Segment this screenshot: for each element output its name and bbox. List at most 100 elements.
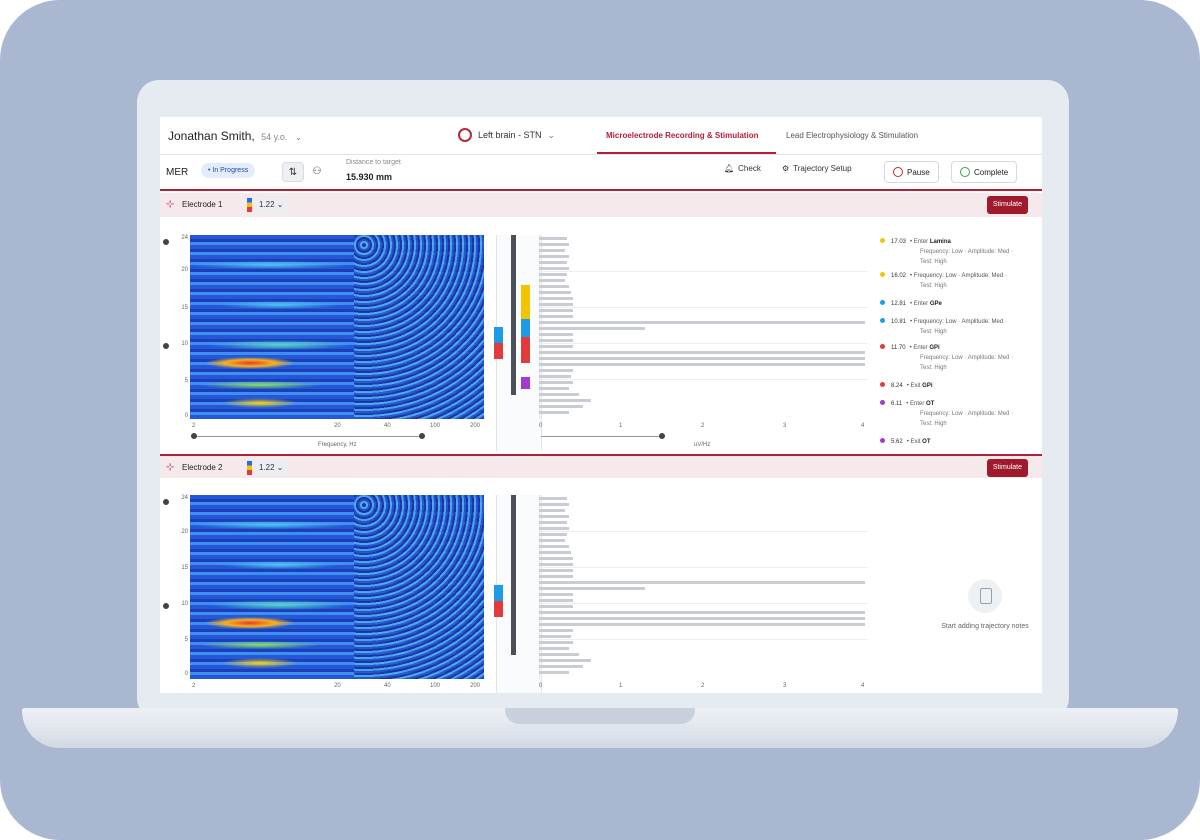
chevron-down-icon: ⌄ xyxy=(294,132,303,142)
depth-axis: 24 20 15 10 5 0 xyxy=(170,235,188,419)
histogram-bar xyxy=(539,653,579,656)
histogram-bar xyxy=(539,285,569,288)
electrode-1-panel: 24 20 15 10 5 0 2 20 40 100 200 Frequenc… xyxy=(160,217,1042,453)
histogram-bar xyxy=(539,605,573,608)
freq-tick: 100 xyxy=(430,683,441,689)
top-bar: Jonathan Smith, 54 y.o. ⌄ Left brain - S… xyxy=(160,117,1042,155)
gain-selector[interactable]: 1.22 ⌄ xyxy=(255,460,288,475)
histogram-bar xyxy=(539,237,567,240)
histogram-bar xyxy=(539,399,591,402)
empty-notes-state[interactable]: Start adding trajectory notes xyxy=(930,579,1040,632)
check-button[interactable]: 🔔︎ Check xyxy=(724,164,761,173)
note-item[interactable]: 6.11 • Enter OT Frequency: Low · Amplitud… xyxy=(880,399,1040,429)
note-target: GPi xyxy=(929,345,940,351)
depth-slider-bottom[interactable] xyxy=(163,343,169,349)
note-item[interactable]: 11.70 • Enter GPi Frequency: Low · Amplit… xyxy=(880,343,1040,373)
histogram-bar xyxy=(539,339,573,342)
histogram-bar xyxy=(539,297,573,300)
note-detail: Frequency: Low · Amplitude: Med · xyxy=(920,411,1014,417)
histogram-bar xyxy=(539,521,567,524)
note-item[interactable]: 12.81 • Enter GPe xyxy=(880,299,1040,309)
complete-button[interactable]: Complete xyxy=(951,161,1018,183)
stimulate-button-2[interactable]: Stimulate xyxy=(986,459,1028,477)
recording-toolbar: MER • In Progress ⇅ ⚇ Distance to target… xyxy=(160,155,1042,191)
note-detail: Frequency: Low · Amplitude: Med · xyxy=(920,249,1014,255)
note-text: Enter xyxy=(913,239,929,245)
target-label: Left brain - STN xyxy=(478,130,542,140)
tab-lead-electrophysiology[interactable]: Lead Electrophysiology & Stimulation xyxy=(786,131,919,140)
hist-tick: 1 xyxy=(619,423,623,429)
note-color-dot xyxy=(880,400,885,405)
color-scale-icon xyxy=(247,461,252,475)
depth-track-1 xyxy=(494,235,542,451)
gridline xyxy=(540,343,867,344)
tab-microelectrode-recording[interactable]: Microelectrode Recording & Stimulation xyxy=(606,131,759,140)
stimulate-button-1[interactable]: Stimulate xyxy=(986,196,1028,214)
status-badge: • In Progress xyxy=(201,163,256,178)
hist-tick: 0 xyxy=(539,683,543,689)
hist-tick: 3 xyxy=(783,683,787,689)
trajectory-setup-button[interactable]: ⚙ Trajectory Setup xyxy=(782,164,852,173)
frequency-range-slider[interactable] xyxy=(194,436,422,437)
note-item[interactable]: 5.62 • Exit OT xyxy=(880,437,1040,447)
frequency-axis-label: Frequency, Hz xyxy=(318,442,357,448)
note-detail: Test: High xyxy=(920,283,947,289)
spectrogram-1 xyxy=(190,235,484,419)
histogram-bar xyxy=(539,569,573,572)
trajectory-view-button[interactable]: ⇅ xyxy=(282,162,304,182)
freq-tick: 200 xyxy=(470,683,481,689)
histogram-bar xyxy=(539,345,573,348)
histogram-bar xyxy=(539,593,573,596)
histogram-axis-label: uV/Hz xyxy=(694,442,711,448)
histogram-bar xyxy=(539,249,565,252)
depth-slider-bottom[interactable] xyxy=(163,603,169,609)
note-value: 16.02 xyxy=(891,273,907,279)
document-icon xyxy=(968,579,1002,613)
histogram-bar xyxy=(539,411,569,414)
region-marker-red xyxy=(494,343,503,359)
histogram-range-slider[interactable] xyxy=(541,436,663,437)
histogram-bar xyxy=(539,635,571,638)
distance-label: Distance to target xyxy=(346,159,401,166)
color-scale-icon xyxy=(247,198,252,212)
note-value: 8.24 xyxy=(891,383,903,389)
freq-tick: 40 xyxy=(384,683,391,689)
laptop-notch xyxy=(505,708,695,724)
gain-selector[interactable]: 1.22 ⌄ xyxy=(255,197,288,212)
note-item[interactable]: 16.02 • Frequency: Low · Amplitude: Med ·… xyxy=(880,271,1040,291)
depth-tick: 20 xyxy=(181,529,188,535)
gridline xyxy=(540,307,867,308)
histogram-bar xyxy=(539,393,579,396)
check-circle-icon xyxy=(960,167,970,177)
note-text: Exit xyxy=(910,383,921,389)
frequency-slider-min[interactable] xyxy=(191,433,197,439)
histogram-bar xyxy=(539,363,865,366)
frequency-slider-max[interactable] xyxy=(419,433,425,439)
histogram-slider-knob[interactable] xyxy=(659,433,665,439)
depth-slider-top[interactable] xyxy=(163,239,169,245)
tree-view-button[interactable]: ⚇ xyxy=(312,166,322,177)
note-item[interactable]: 8.24 • Exit GPi xyxy=(880,381,1040,391)
pause-button[interactable]: Pause xyxy=(884,161,939,183)
patient-selector[interactable]: Jonathan Smith, 54 y.o. ⌄ xyxy=(168,129,302,143)
histogram-bar xyxy=(539,659,591,662)
histogram-bar xyxy=(539,647,569,650)
gain-value: 1.22 xyxy=(259,200,275,209)
freq-tick: 40 xyxy=(384,423,391,429)
histogram-bar xyxy=(539,527,569,530)
histogram-bar xyxy=(539,261,567,264)
note-item[interactable]: 17.03 • Enter Lamina Frequency: Low · Amp… xyxy=(880,237,1040,267)
empty-notes-text: Start adding trajectory notes xyxy=(941,623,1029,630)
electrode-1-name: Electrode 1 xyxy=(182,200,223,209)
histogram-bar xyxy=(539,369,573,372)
note-extra: Test: High xyxy=(920,365,947,371)
target-selector[interactable]: Left brain - STN ⌄ xyxy=(458,128,555,142)
note-item[interactable]: 10.81 • Frequency: Low · Amplitude: Med ·… xyxy=(880,317,1040,337)
histogram-bar xyxy=(539,381,573,384)
depth-tick: 0 xyxy=(184,671,188,677)
note-text: Frequency: Low · Amplitude: Med · xyxy=(913,273,1007,279)
histogram-bar xyxy=(539,623,865,626)
depth-slider-top[interactable] xyxy=(163,499,169,505)
electrode-2-name: Electrode 2 xyxy=(182,463,223,472)
electrode-trajectory-bar xyxy=(511,495,516,655)
